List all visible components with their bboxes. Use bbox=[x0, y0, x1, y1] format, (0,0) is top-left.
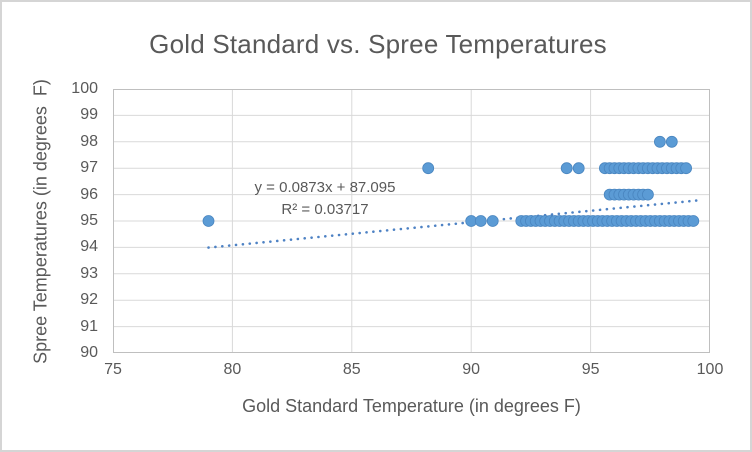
trendline[interactable] bbox=[207, 199, 700, 249]
scatter-point[interactable] bbox=[572, 162, 585, 175]
scatter-point[interactable] bbox=[680, 162, 692, 175]
trendline-r-squared: R² = 0.03717 bbox=[281, 201, 369, 218]
scatter-point[interactable] bbox=[687, 215, 700, 227]
x-tick-label: 90 bbox=[462, 361, 481, 378]
scatter-point[interactable] bbox=[422, 162, 435, 175]
y-tick-label: 96 bbox=[80, 185, 98, 203]
y-tick-label: 93 bbox=[80, 264, 98, 282]
y-tick-label: 94 bbox=[80, 238, 98, 256]
y-tick-label: 99 bbox=[80, 106, 98, 124]
x-tick-label: 100 bbox=[696, 361, 724, 378]
x-tick-label: 95 bbox=[581, 361, 600, 378]
y-tick-label: 95 bbox=[80, 212, 98, 229]
plot-area[interactable] bbox=[113, 89, 710, 353]
y-tick-label: 92 bbox=[80, 291, 98, 309]
y-tick-label: 90 bbox=[80, 344, 98, 361]
y-axis-title[interactable]: Spree Temperatures (in degrees F) bbox=[30, 79, 51, 364]
x-axis-title[interactable]: Gold Standard Temperature (in degrees F) bbox=[242, 396, 581, 416]
y-tick-label: 100 bbox=[71, 80, 98, 97]
x-tick-label: 75 bbox=[104, 361, 122, 378]
y-tick-label: 98 bbox=[80, 132, 98, 150]
chart-title[interactable]: Gold Standard vs. Spree Temperatures bbox=[149, 29, 607, 59]
y-tick-label: 97 bbox=[80, 159, 98, 177]
plot-border bbox=[113, 89, 710, 353]
scatter-point[interactable] bbox=[654, 135, 666, 148]
scatter-point[interactable] bbox=[560, 162, 573, 175]
scatter-point[interactable] bbox=[665, 135, 678, 148]
scatter-point[interactable] bbox=[474, 215, 487, 227]
x-tick-label: 85 bbox=[342, 361, 361, 378]
x-tick-label: 80 bbox=[223, 361, 242, 378]
scatter-point[interactable] bbox=[642, 188, 654, 201]
trendline-equation: y = 0.0873x + 87.095 bbox=[254, 179, 396, 196]
y-tick-label: 91 bbox=[80, 317, 98, 335]
scatter-point[interactable] bbox=[202, 215, 215, 227]
scatter-point[interactable] bbox=[486, 215, 499, 227]
trendline-label[interactable]: y = 0.0873x + 87.095 R² = 0.03717 bbox=[195, 177, 455, 221]
plot-svg[interactable] bbox=[113, 89, 710, 353]
